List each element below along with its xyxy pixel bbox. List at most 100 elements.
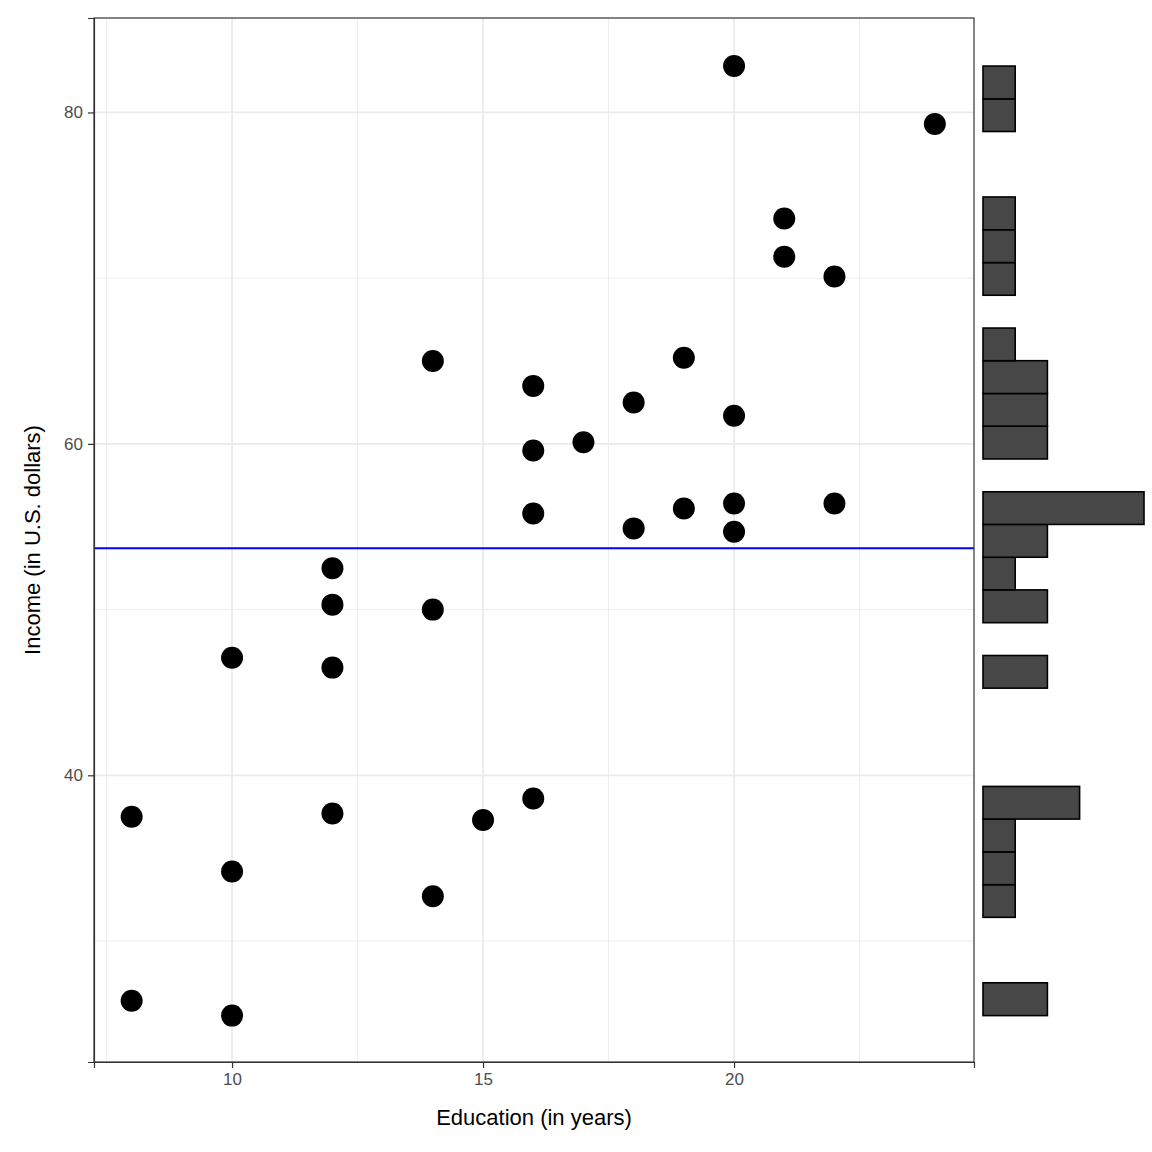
axis-line <box>95 1063 975 1069</box>
tick: 15 <box>474 1062 493 1089</box>
histogram <box>983 66 1144 1016</box>
tick-mark <box>88 112 94 113</box>
point <box>522 788 544 810</box>
point <box>321 657 343 679</box>
minor-grid-line <box>106 18 107 1062</box>
histogram-bar <box>983 656 1047 689</box>
histogram-bar <box>982 721 984 754</box>
point <box>924 113 946 135</box>
plot-background <box>94 18 974 1062</box>
histogram-bar <box>983 819 1015 852</box>
minor-grid-line <box>94 609 974 610</box>
tick-label: 20 <box>725 1070 744 1089</box>
minor-grid-line <box>608 18 609 1062</box>
point <box>723 521 745 543</box>
minor-grid-line <box>94 941 974 942</box>
tick-label: 60 <box>64 435 83 454</box>
grid <box>94 18 974 1062</box>
point <box>422 350 444 372</box>
plot-area <box>94 55 974 1027</box>
histogram-bar <box>982 917 984 950</box>
tick-label: 10 <box>223 1070 242 1089</box>
histogram-bar <box>983 197 1015 230</box>
histogram-bar <box>983 230 1015 263</box>
histogram-bar <box>982 688 984 721</box>
point <box>623 517 645 539</box>
histogram-bar <box>983 492 1144 525</box>
tick-mark <box>232 1062 233 1068</box>
histogram-bar <box>983 263 1015 296</box>
point <box>673 498 695 520</box>
histogram-bar <box>983 983 1047 1016</box>
point <box>221 860 243 882</box>
chart: 10 15 20 40 60 80 Education (in years) Income (… <box>0 0 1152 1152</box>
point <box>673 347 695 369</box>
mean-line <box>94 547 974 549</box>
histogram-bar <box>983 66 1015 99</box>
grid-line <box>94 112 974 114</box>
point <box>773 208 795 230</box>
axis-line <box>88 19 95 1063</box>
x-axis-title: Education (in years) <box>436 1105 632 1130</box>
tick-mark <box>734 1062 735 1068</box>
point <box>623 391 645 413</box>
histogram-bar <box>982 623 984 656</box>
tick: 20 <box>725 1062 744 1089</box>
point <box>773 246 795 268</box>
histogram-bar <box>983 99 1015 132</box>
tick-label: 15 <box>474 1070 493 1089</box>
histogram-bar <box>982 132 984 165</box>
histogram-bar <box>982 164 984 197</box>
tick-mark <box>483 1062 484 1068</box>
histogram-bar <box>983 786 1080 819</box>
point <box>572 431 594 453</box>
histogram-bar <box>982 754 984 787</box>
grid-line <box>231 18 233 1062</box>
histogram-bar <box>983 328 1015 361</box>
point <box>823 266 845 288</box>
point <box>823 493 845 515</box>
minor-grid-line <box>859 18 860 1062</box>
tick: 60 <box>64 435 94 454</box>
tick: 80 <box>64 103 94 122</box>
x-axis: 10 15 20 <box>95 1062 975 1089</box>
tick: 10 <box>223 1062 242 1089</box>
tick: 40 <box>64 766 94 785</box>
point <box>522 440 544 462</box>
histogram-bar <box>982 295 984 328</box>
point <box>221 647 243 669</box>
point <box>723 493 745 515</box>
tick-label: 40 <box>64 766 83 785</box>
tick-mark <box>88 775 94 776</box>
plot-frame <box>94 18 974 1062</box>
point <box>121 806 143 828</box>
histogram-bar <box>983 361 1047 394</box>
histogram-bar <box>983 394 1047 427</box>
point <box>522 375 544 397</box>
minor-grid-line <box>357 18 358 1062</box>
histogram-bar <box>982 950 984 983</box>
histogram-bar <box>983 590 1047 623</box>
point <box>121 990 143 1012</box>
histogram-bar <box>983 557 1015 590</box>
tick-mark <box>88 444 94 445</box>
grid-line <box>94 774 974 776</box>
tick-label: 80 <box>64 103 83 122</box>
point <box>321 594 343 616</box>
point <box>522 502 544 524</box>
histogram-bar <box>983 524 1047 557</box>
point <box>321 557 343 579</box>
point <box>422 599 444 621</box>
grid-line <box>482 18 484 1062</box>
point <box>321 802 343 824</box>
point <box>221 1005 243 1027</box>
histogram-bar <box>983 426 1047 459</box>
y-axis: 40 60 80 <box>64 19 94 1063</box>
histogram-bar <box>982 459 984 492</box>
point <box>422 885 444 907</box>
histogram-bar <box>983 852 1015 885</box>
point <box>723 405 745 427</box>
point <box>472 809 494 831</box>
y-axis-title: Income (in U.S. dollars) <box>20 425 45 655</box>
point <box>723 55 745 77</box>
